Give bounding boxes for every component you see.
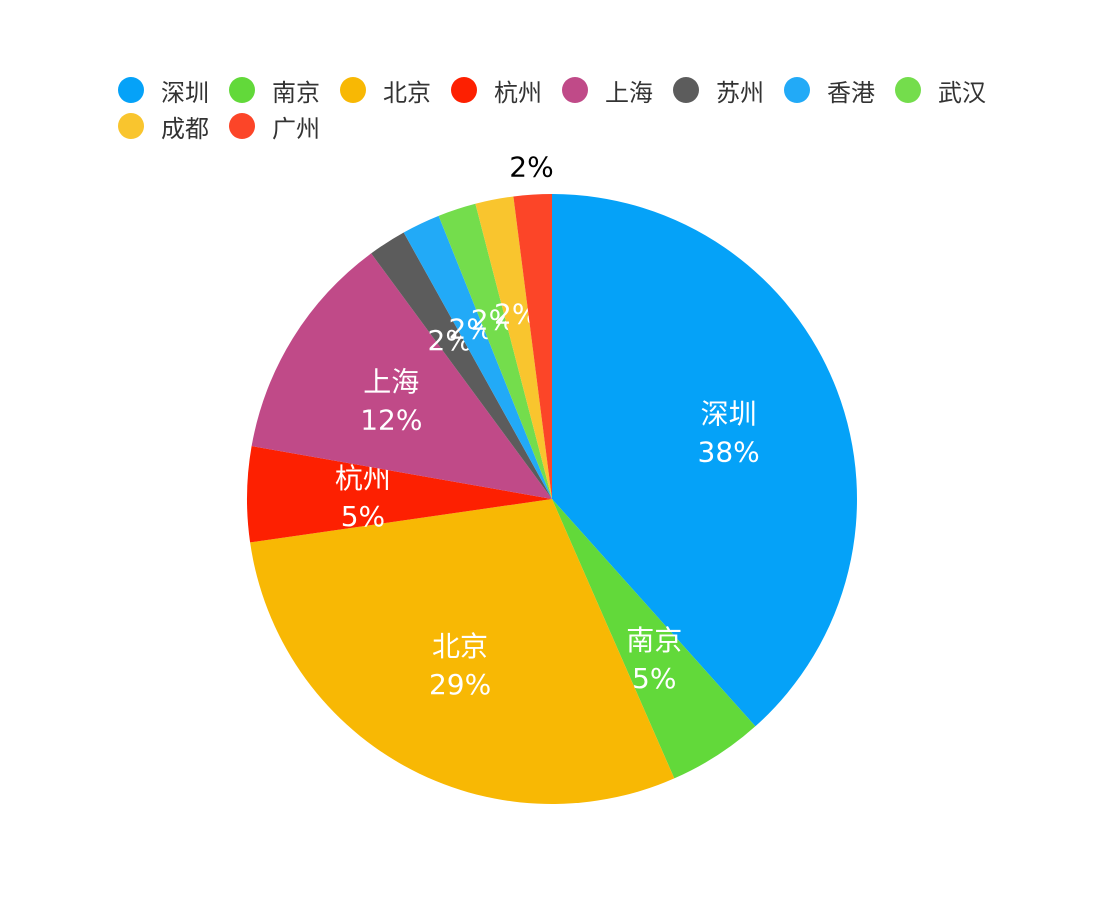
legend-item[interactable]: 成都 (118, 109, 209, 144)
legend-label: 北京 (383, 78, 431, 107)
legend-label: 武汉 (938, 78, 986, 107)
legend-label: 上海 (605, 78, 653, 107)
legend-swatch (118, 113, 144, 139)
legend-swatch (784, 77, 810, 103)
slice-name-label: 北京 (432, 630, 488, 663)
legend-label: 深圳 (161, 78, 209, 107)
legend-row: 深圳 南京 北京 杭州 上海 苏州 香港 武汉 (118, 72, 1018, 108)
legend-swatch (229, 113, 255, 139)
slice-percent-label: 5% (632, 662, 676, 695)
legend-swatch (118, 77, 144, 103)
legend-label: 南京 (272, 78, 320, 107)
legend-item[interactable]: 北京 (340, 73, 431, 108)
legend-item[interactable]: 苏州 (673, 73, 764, 108)
pie-slice[interactable] (475, 196, 552, 499)
legend-item[interactable]: 香港 (784, 73, 875, 108)
legend-item[interactable]: 杭州 (451, 73, 542, 108)
slice-percent-label: 5% (341, 500, 385, 533)
legend-swatch (340, 77, 366, 103)
legend-label: 苏州 (716, 78, 764, 107)
pie-slice[interactable] (552, 499, 756, 779)
pie-slice[interactable] (251, 253, 552, 499)
slice-percent-label: 2% (509, 151, 553, 184)
pie-slice[interactable] (438, 203, 552, 500)
slice-percent-label: 38% (698, 436, 760, 469)
pie-slice[interactable] (552, 194, 857, 727)
pie-slice[interactable] (250, 499, 675, 804)
slice-percent-label: 29% (429, 668, 491, 701)
legend-item[interactable]: 上海 (562, 73, 653, 108)
legend-label: 香港 (827, 78, 875, 107)
pie-slice[interactable] (371, 232, 552, 499)
chart-legend: 深圳 南京 北京 杭州 上海 苏州 香港 武汉成都 广州 (118, 72, 1018, 144)
slice-name-label: 深圳 (701, 398, 757, 431)
legend-label: 成都 (161, 114, 209, 143)
legend-item[interactable]: 深圳 (118, 73, 209, 108)
pie-slice[interactable] (403, 215, 552, 499)
legend-item[interactable]: 武汉 (895, 73, 986, 108)
legend-swatch (451, 77, 477, 103)
legend-label: 杭州 (494, 78, 542, 107)
legend-row: 成都 广州 (118, 108, 1018, 144)
legend-swatch (673, 77, 699, 103)
slice-name-label: 南京 (626, 624, 682, 657)
slice-name-label: 上海 (363, 365, 419, 398)
legend-swatch (895, 77, 921, 103)
legend-swatch (229, 77, 255, 103)
legend-item[interactable]: 广州 (229, 109, 320, 144)
legend-swatch (562, 77, 588, 103)
pie-slice[interactable] (246, 446, 552, 543)
legend-item[interactable]: 南京 (229, 73, 320, 108)
legend-label: 广州 (272, 114, 320, 143)
pie-slice[interactable] (513, 194, 552, 499)
slice-percent-label: 12% (360, 403, 422, 436)
